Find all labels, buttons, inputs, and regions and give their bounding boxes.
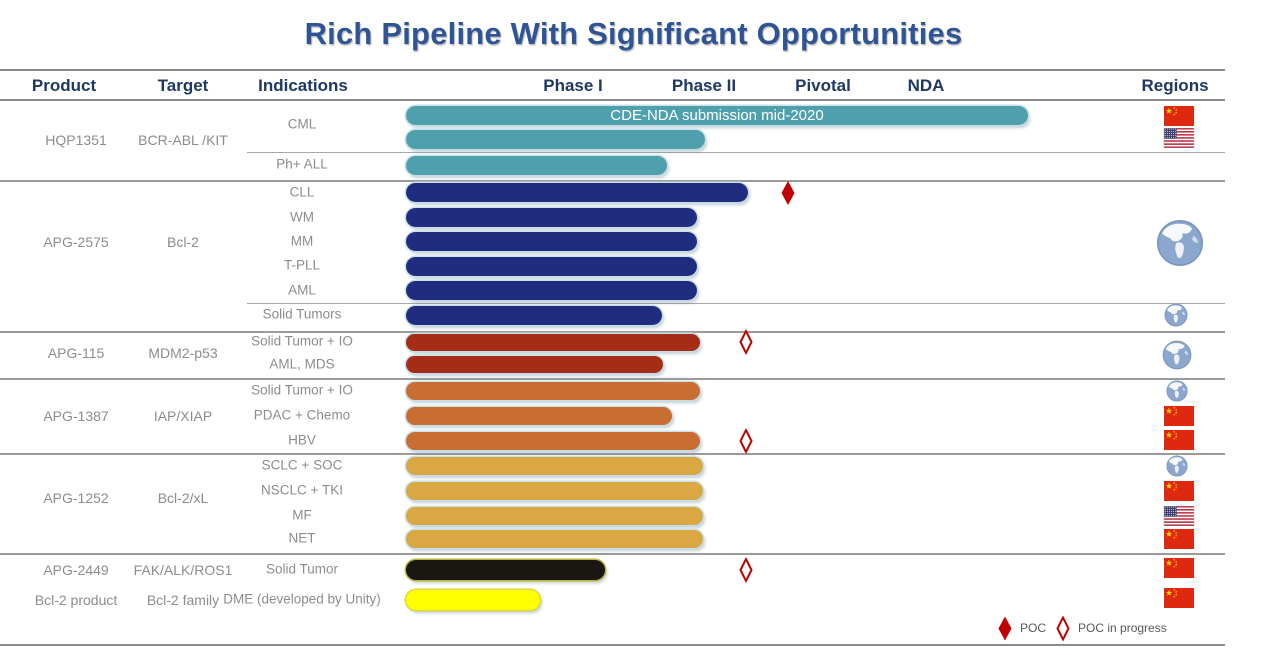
region-flag-china	[1163, 430, 1195, 450]
pipeline-bar-apg-1252	[406, 482, 703, 500]
product-label: APG-2449	[43, 562, 109, 578]
indication-label: MM	[290, 233, 314, 249]
pipeline-bar-apg-1252	[406, 457, 703, 475]
indication-label: Ph+ ALL	[276, 156, 328, 172]
poc-in-progress-diamond-icon	[739, 427, 753, 455]
pipeline-bar-apg-1387	[406, 407, 672, 425]
product-label: APG-1252	[43, 490, 109, 506]
indication-label: Solid Tumor + IO	[251, 333, 353, 349]
region-flag-china	[1163, 406, 1195, 426]
column-header-indications: Indications	[258, 76, 348, 95]
pipeline-bar-apg-2575	[406, 257, 697, 276]
divider-line	[0, 553, 1225, 555]
legend: POC POC in progress	[998, 614, 1228, 642]
column-header-nda: NDA	[907, 76, 945, 95]
target-label: Bcl-2	[167, 234, 199, 250]
column-header-phase-i: Phase I	[543, 76, 603, 95]
target-label: BCR-ABL /KIT	[138, 132, 228, 148]
product-label: APG-115	[47, 345, 105, 361]
divider-line	[0, 378, 1225, 380]
divider-line	[0, 180, 1225, 182]
indication-label: Solid Tumor	[265, 561, 339, 577]
column-header-product: Product	[31, 76, 97, 95]
region-flag-usa	[1163, 127, 1195, 149]
pipeline-bar-apg-2575	[406, 232, 697, 251]
divider-line	[247, 152, 1225, 153]
indication-label: AML	[288, 282, 316, 298]
region-globe-icon	[1164, 303, 1188, 327]
poc-diamond-icon	[781, 181, 795, 206]
poc-in-progress-diamond-icon	[739, 328, 753, 356]
region-flag-china	[1163, 588, 1195, 608]
indication-label: Solid Tumors	[262, 306, 342, 322]
divider-line	[0, 644, 1225, 646]
indication-label: AML, MDS	[269, 356, 335, 372]
legend-label: POC	[1020, 621, 1047, 635]
page-title: Rich Pipeline With Significant Opportuni…	[304, 16, 963, 51]
product-label: APG-1387	[43, 408, 109, 424]
pipeline-bar-hqp1351	[406, 130, 705, 149]
indication-label: Solid Tumor + IO	[251, 382, 353, 398]
indication-label: SCLC + SOC	[261, 457, 343, 473]
region-globe-icon	[1166, 455, 1188, 477]
divider-line	[0, 453, 1225, 455]
pipeline-bar-apg-1387	[406, 382, 700, 400]
legend-item-poc-in-progress: POC in progress	[1056, 614, 1167, 642]
indication-label: WM	[290, 209, 314, 225]
region-globe-icon	[1162, 340, 1192, 370]
region-flag-china	[1163, 481, 1195, 501]
region-flag-china	[1163, 106, 1195, 126]
indication-label: DME (developed by Unity)	[223, 591, 381, 607]
indication-label: CLL	[289, 184, 315, 200]
region-flag-china	[1163, 529, 1195, 549]
indication-label: T-PLL	[283, 257, 321, 273]
pipeline-bar-apg-115	[406, 356, 663, 373]
target-label: IAP/XIAP	[153, 408, 213, 424]
poc-diamond-icon	[998, 616, 1012, 641]
target-label: Bcl-2 family	[146, 592, 220, 608]
target-label: Bcl-2/xL	[157, 490, 209, 506]
pipeline-bar-apg-2575	[406, 208, 697, 227]
indication-label: MF	[292, 507, 312, 523]
indication-label: PDAC + Chemo	[253, 407, 351, 423]
poc-in-progress-diamond-icon	[739, 556, 753, 584]
indication-label: HBV	[288, 432, 316, 448]
product-label: HQP1351	[45, 132, 107, 148]
pipeline-bar-apg-2575	[406, 306, 662, 325]
target-label: FAK/ALK/ROS1	[133, 562, 233, 578]
product-label: APG-2575	[43, 234, 109, 250]
divider-line	[247, 303, 1225, 304]
region-globe-icon	[1166, 380, 1188, 402]
divider-line	[0, 99, 1225, 101]
pipeline-bar-hqp1351: CDE-NDA submission mid-2020	[406, 106, 1028, 125]
target-label: MDM2-p53	[148, 345, 218, 361]
column-header-pivotal: Pivotal	[795, 76, 851, 95]
region-flag-china	[1163, 558, 1195, 578]
indication-label: NET	[288, 530, 316, 546]
region-globe-icon	[1156, 219, 1204, 267]
column-header-phase-ii: Phase II	[671, 76, 737, 95]
legend-item-poc: POC	[998, 616, 1046, 641]
product-label: Bcl-2 product	[34, 592, 118, 608]
column-header-regions: Regions	[1141, 76, 1209, 95]
indication-label: CML	[287, 116, 317, 132]
pipeline-bar-bcl-2-product	[406, 590, 540, 610]
divider-line	[0, 331, 1225, 333]
pipeline-bar-apg-1252	[406, 507, 703, 525]
pipeline-bar-apg-2575	[406, 281, 697, 300]
region-flag-usa	[1163, 505, 1195, 527]
legend-label: POC in progress	[1078, 621, 1167, 635]
pipeline-bar-hqp1351	[406, 156, 667, 175]
pipeline-bar-apg-1387	[406, 432, 700, 450]
pipeline-bar-apg-2575	[406, 183, 748, 202]
bar-note: CDE-NDA submission mid-2020	[610, 107, 824, 124]
indication-label: NSCLC + TKI	[261, 482, 343, 498]
poc-in-progress-diamond-icon	[1056, 614, 1070, 642]
divider-line	[0, 69, 1225, 71]
pipeline-bar-apg-115	[406, 334, 700, 351]
pipeline-bar-apg-2449	[406, 560, 605, 580]
column-header-target: Target	[157, 76, 209, 95]
pipeline-bar-apg-1252	[406, 530, 703, 548]
